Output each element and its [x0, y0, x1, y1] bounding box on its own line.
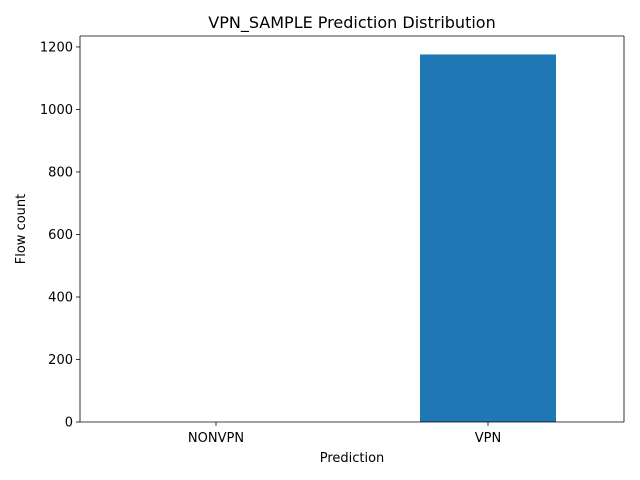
y-tick-label: 800	[48, 165, 73, 180]
plot-area: 0 200 400 600 800 1000 1200 NONVPN VPN	[40, 35, 625, 446]
y-axis-label: Flow count	[14, 194, 29, 264]
bar-vpn	[420, 54, 556, 422]
y-tick-label: 1000	[40, 103, 73, 118]
x-tick-label: VPN	[475, 431, 501, 446]
x-axis-label: Prediction	[320, 451, 385, 466]
y-tick-label: 600	[48, 228, 73, 243]
y-tick-label: 400	[48, 290, 73, 305]
x-tick-label: NONVPN	[188, 431, 244, 446]
y-tick-label: 0	[65, 416, 73, 431]
y-tick-label: 200	[48, 353, 73, 368]
chart-title: VPN_SAMPLE Prediction Distribution	[208, 13, 495, 33]
y-tick-label: 1200	[40, 40, 73, 55]
